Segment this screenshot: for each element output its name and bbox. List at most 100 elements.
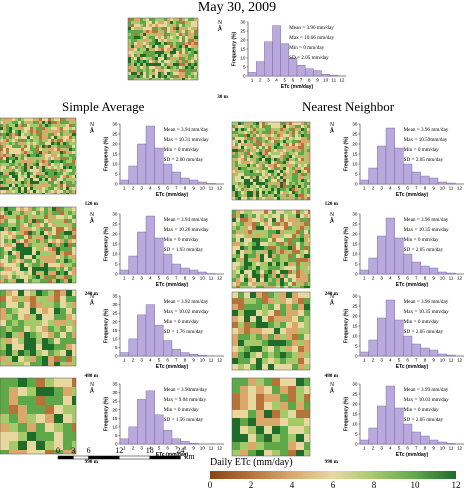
map-pixel <box>32 219 36 223</box>
map-pixel <box>252 238 256 242</box>
map-pixel <box>51 124 54 127</box>
map-pixel <box>45 124 48 127</box>
map-pixel <box>60 243 64 247</box>
map-pixel <box>308 274 310 278</box>
map-pixel <box>12 139 15 142</box>
map-pixel <box>64 279 68 283</box>
map-pixel <box>24 267 28 271</box>
map-pixel <box>36 350 42 356</box>
map-pixel <box>45 432 54 441</box>
x-tick-label: 3 <box>140 186 143 191</box>
map-pixel <box>283 188 286 191</box>
map-pixel <box>283 131 286 134</box>
map-pixel <box>272 266 276 270</box>
map-pixel <box>268 173 271 176</box>
map-pixel <box>248 258 252 262</box>
map-pixel <box>253 125 256 128</box>
map-pixel <box>296 254 300 258</box>
map-pixel <box>66 344 72 350</box>
map-pixel <box>292 167 295 170</box>
map-pixel <box>182 78 185 80</box>
map-pixel <box>48 350 54 356</box>
map-pixel <box>170 57 173 60</box>
map-pixel <box>54 142 57 145</box>
map-pixel <box>250 158 253 161</box>
map-pixel <box>292 155 295 158</box>
map-pixel <box>56 263 60 267</box>
map-pixel <box>54 172 57 175</box>
map-pixel <box>146 60 149 63</box>
map-pixel <box>173 27 176 30</box>
map-pixel <box>308 242 310 246</box>
map-pixel <box>8 259 12 263</box>
map-pixel <box>20 251 24 255</box>
map-pixel <box>301 155 304 158</box>
map-pixel <box>232 210 236 214</box>
map-pixel <box>298 194 301 197</box>
y-tick-label: 10 <box>112 162 118 167</box>
map-pixel <box>236 270 240 274</box>
map-pixel <box>274 173 277 176</box>
map-pixel <box>188 39 191 42</box>
map-pixel <box>256 170 259 173</box>
map-pixel <box>259 128 262 131</box>
map-pixel <box>52 219 56 223</box>
y-tick-label: 5 <box>115 262 118 267</box>
map-pixel <box>289 164 292 167</box>
map-pixel <box>289 158 292 161</box>
map-pixel <box>6 302 12 308</box>
map-pixel <box>235 161 238 164</box>
map-pixel <box>16 271 20 275</box>
map-pixel <box>52 235 56 239</box>
map-pixel <box>296 418 304 426</box>
map-pixel <box>18 151 21 154</box>
x-tick-label: 6 <box>166 186 169 191</box>
map-pixel <box>30 118 33 121</box>
map-pixel <box>167 39 170 42</box>
map-pixel <box>264 386 272 394</box>
map-pixel <box>60 235 64 239</box>
x-tick-label: 3 <box>140 276 143 281</box>
stats-line: Max = 10.26 mm/day <box>164 227 209 233</box>
map-pixel <box>6 308 12 314</box>
map-pixel <box>268 238 272 242</box>
map-pixel <box>170 69 173 72</box>
map-pixel <box>6 314 12 320</box>
x-tick-label: 7 <box>415 358 418 363</box>
map-pixel <box>18 154 21 157</box>
map-pixel <box>36 338 42 344</box>
map-pixel <box>48 172 51 175</box>
map-pixel <box>288 426 296 434</box>
map-pixel <box>304 322 310 328</box>
x-tick-label: 9 <box>316 78 319 83</box>
north-arrow-icon: N <box>329 212 334 224</box>
map-pixel <box>131 54 134 57</box>
x-tick-label: 6 <box>166 358 169 363</box>
map-pixel <box>68 263 72 267</box>
map-pixel <box>298 191 301 194</box>
map-pixel <box>48 247 52 251</box>
map-pixel <box>173 48 176 51</box>
north-label: N <box>330 294 334 300</box>
x-tick-label: 2 <box>259 78 262 83</box>
map-pixel <box>259 179 262 182</box>
map-pixel <box>248 222 252 226</box>
map-pixel <box>304 176 307 179</box>
map-pixel <box>131 72 134 75</box>
colorbar-tick-label: 6 <box>331 480 336 490</box>
map-pixel <box>232 152 235 155</box>
north-arrow-icon: N <box>217 20 222 32</box>
map-pixel <box>36 320 42 326</box>
map-pixel <box>292 173 295 176</box>
map-pixel <box>0 136 3 139</box>
map-pixel <box>265 161 268 164</box>
x-tick-label: 10 <box>200 276 206 281</box>
map-pixel <box>0 124 3 127</box>
map-pixel <box>6 190 9 193</box>
histogram-bar <box>154 147 164 185</box>
map-pixel <box>128 21 131 24</box>
y-tick-label: 35 <box>112 382 118 387</box>
map-pixel <box>69 118 72 121</box>
map-pixel <box>296 270 300 274</box>
map-pixel <box>268 170 271 173</box>
